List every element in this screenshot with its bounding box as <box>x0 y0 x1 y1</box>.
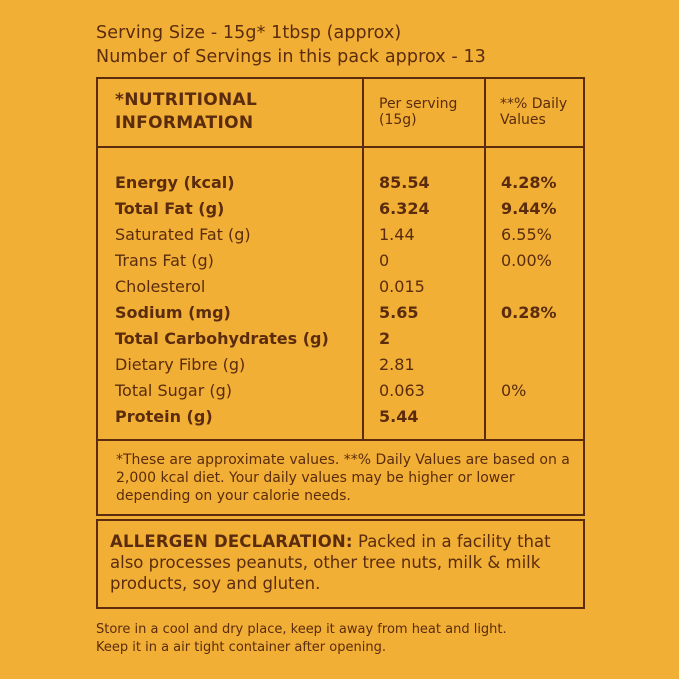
nutrient-name: Total Sugar (g) <box>115 381 233 400</box>
nutrient-value: 5.65 <box>379 303 419 322</box>
table-row: Sodium (mg) 5.65 0.28% <box>98 300 583 326</box>
nutrient-value: 0.063 <box>379 381 425 400</box>
table-row: Total Sugar (g) 0.063 0% <box>98 378 583 404</box>
nutrient-value: 2.81 <box>379 355 415 374</box>
nutrient-daily-value: 4.28% <box>501 173 557 192</box>
allergen-text: Packed in a facility that also processes… <box>110 532 551 593</box>
nutrient-value: 0 <box>379 251 390 270</box>
table-row: Trans Fat (g) 0 0.00% <box>98 248 583 274</box>
nutrient-daily-value: 0% <box>501 381 527 400</box>
table-row: Dietary Fibre (g) 2.81 <box>98 352 583 378</box>
allergen-label: ALLERGEN DECLARATION: <box>110 532 353 551</box>
servings-per-pack: Number of Servings in this pack approx -… <box>96 47 486 67</box>
nutrient-value: 0.015 <box>379 277 425 296</box>
table-row: Total Fat (g) 6.324 9.44% <box>98 196 583 222</box>
nutrient-value: 1.44 <box>379 225 415 244</box>
nutrient-name: Saturated Fat (g) <box>115 225 251 244</box>
nutrient-name: Energy (kcal) <box>115 173 235 192</box>
allergen-declaration: ALLERGEN DECLARATION: Packed in a facili… <box>96 519 585 609</box>
nutrient-daily-value: 0.00% <box>501 251 552 270</box>
table-title: *NUTRITIONAL INFORMATION <box>115 89 257 135</box>
nutrient-value: 5.44 <box>379 407 419 426</box>
per-serving-header: Per serving (15g) <box>379 96 457 128</box>
nutrient-value: 85.54 <box>379 173 430 192</box>
footnote-text: *These are approximate values. **% Daily… <box>116 452 570 504</box>
footnote-box: *These are approximate values. **% Daily… <box>96 437 585 516</box>
nutrient-name: Total Carbohydrates (g) <box>115 329 329 348</box>
storage-line-2: Keep it in a air tight container after o… <box>96 640 386 655</box>
nutrient-daily-value: 9.44% <box>501 199 557 218</box>
per-serving-header-line2: (15g) <box>379 112 417 128</box>
table-title-line1: *NUTRITIONAL <box>115 90 258 110</box>
nutrient-name: Protein (g) <box>115 407 213 426</box>
nutrient-daily-value: 6.55% <box>501 225 552 244</box>
daily-values-header-line2: Values <box>500 112 546 128</box>
daily-values-header-line1: **% Daily <box>500 96 568 112</box>
table-row: Total Carbohydrates (g) 2 <box>98 326 583 352</box>
nutrient-name: Dietary Fibre (g) <box>115 355 246 374</box>
table-row: Energy (kcal) 85.54 4.28% <box>98 170 583 196</box>
nutrient-value: 6.324 <box>379 199 430 218</box>
table-title-line2: INFORMATION <box>115 113 254 133</box>
per-serving-header-line1: Per serving <box>379 96 458 112</box>
column-divider <box>484 79 486 439</box>
serving-info: Serving Size - 15g* 1tbsp (approx) Numbe… <box>96 21 486 69</box>
nutrient-daily-value: 0.28% <box>501 303 557 322</box>
nutrient-value: 2 <box>379 329 391 348</box>
nutrient-name: Total Fat (g) <box>115 199 225 218</box>
table-row: Protein (g) 5.44 <box>98 404 583 430</box>
column-divider <box>362 79 364 439</box>
storage-line-1: Store in a cool and dry place, keep it a… <box>96 622 507 637</box>
header-divider <box>98 146 583 148</box>
nutrition-rows: Energy (kcal) 85.54 4.28% Total Fat (g) … <box>98 170 583 430</box>
table-row: Cholesterol 0.015 <box>98 274 583 300</box>
serving-size: Serving Size - 15g* 1tbsp (approx) <box>96 23 402 43</box>
allergen-text-block: ALLERGEN DECLARATION: Packed in a facili… <box>110 531 575 594</box>
nutrient-name: Trans Fat (g) <box>115 251 214 270</box>
nutrient-name: Sodium (mg) <box>115 303 231 322</box>
nutrient-name: Cholesterol <box>115 277 206 296</box>
table-row: Saturated Fat (g) 1.44 6.55% <box>98 222 583 248</box>
nutrition-table: *NUTRITIONAL INFORMATION Per serving (15… <box>96 77 585 441</box>
daily-values-header: **% Daily Values <box>500 96 567 128</box>
storage-instructions: Store in a cool and dry place, keep it a… <box>96 621 507 657</box>
